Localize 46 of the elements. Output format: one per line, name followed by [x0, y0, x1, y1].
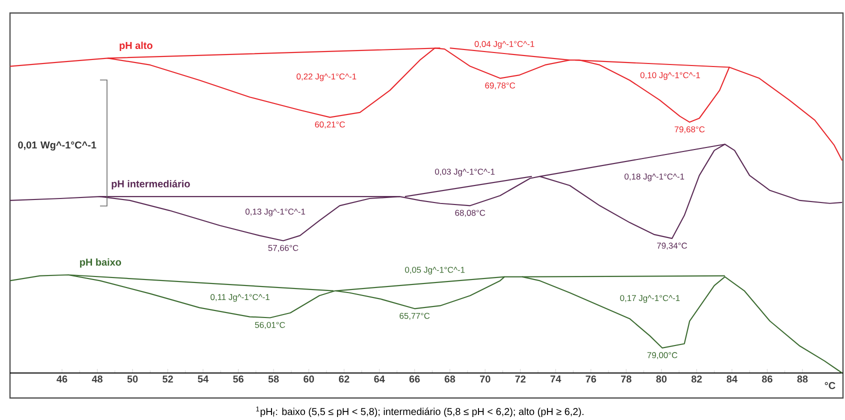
x-tick-label: 84 — [726, 375, 738, 382]
annotation: 68,08°C — [455, 210, 486, 217]
annotation: 56,01°C — [255, 322, 286, 329]
x-tick-label: 52 — [162, 375, 173, 382]
annotation: 57,66°C — [268, 244, 298, 252]
x-tick-label: 48 — [92, 375, 103, 382]
annotation: 60,21°C — [315, 121, 346, 128]
x-tick-label: 88 — [797, 375, 808, 382]
annotation: 0,05 Jg^-1°C^-1 — [405, 266, 465, 274]
x-tick-label: 72 — [515, 375, 526, 382]
annotation: 0,13 Jg^-1°C^-1 — [246, 208, 306, 216]
x-tick-label: 56 — [233, 375, 244, 382]
annotation: 0,01 Wg^-1°C^-1 — [18, 141, 96, 150]
x-tick-label: 62 — [338, 375, 350, 382]
x-tick-label: 46 — [56, 375, 68, 382]
x-tick-label: 70 — [480, 375, 490, 382]
x-tick-label: 60 — [304, 375, 314, 382]
x-axis-title: °C — [824, 382, 836, 389]
x-tick-label: 50 — [127, 375, 138, 382]
x-tick-label: 86 — [762, 375, 772, 382]
series-label: pH alto — [120, 41, 152, 51]
annotation: 0,04 Jg^-1°C^-1 — [474, 40, 534, 48]
annotation: 69,78°C — [485, 82, 516, 90]
x-tick-label: 78 — [621, 375, 632, 382]
x-tick-label: 54 — [198, 375, 209, 382]
series-label: pH baixo — [80, 258, 122, 268]
x-tick-label: 64 — [374, 375, 385, 382]
annotation: 0,03 Jg^-1°C^-1 — [435, 168, 495, 176]
annotation: 0,11 Jg^-1°C^-1 — [210, 294, 270, 302]
annotation: 0,22 Jg^-1°C^-1 — [296, 73, 356, 81]
x-tick-label: 68 — [444, 375, 456, 382]
x-tick-label: 80 — [656, 375, 667, 382]
annotation: 0,10 Jg^-1°C^-1 — [640, 72, 700, 80]
x-tick-label: 74 — [550, 375, 562, 382]
annotation: 79,34°C — [657, 242, 688, 250]
x-tick-label: 82 — [691, 375, 702, 382]
annotation: 0,18 Jg^-1°C^-1 — [624, 173, 684, 182]
text: $^{1}$pH$_{f}$: baixo (5,5 ≤ pH < 5,8); intermediário (5,8 ≤ pH < 6,2); alto (pH ≥ 6,2). — [256, 406, 584, 417]
annotation: 0,17 Jg^-1°C^-1 — [620, 294, 680, 303]
series-label: pH intermediário — [112, 180, 190, 190]
x-tick-label: 76 — [586, 375, 596, 382]
annotation: 65,77°C — [400, 312, 430, 320]
x-tick-label: 58 — [268, 375, 279, 382]
annotation: 79,00°C — [647, 352, 678, 359]
x-tick-label: 66 — [409, 375, 420, 382]
annotation: 79,68°C — [674, 126, 705, 134]
